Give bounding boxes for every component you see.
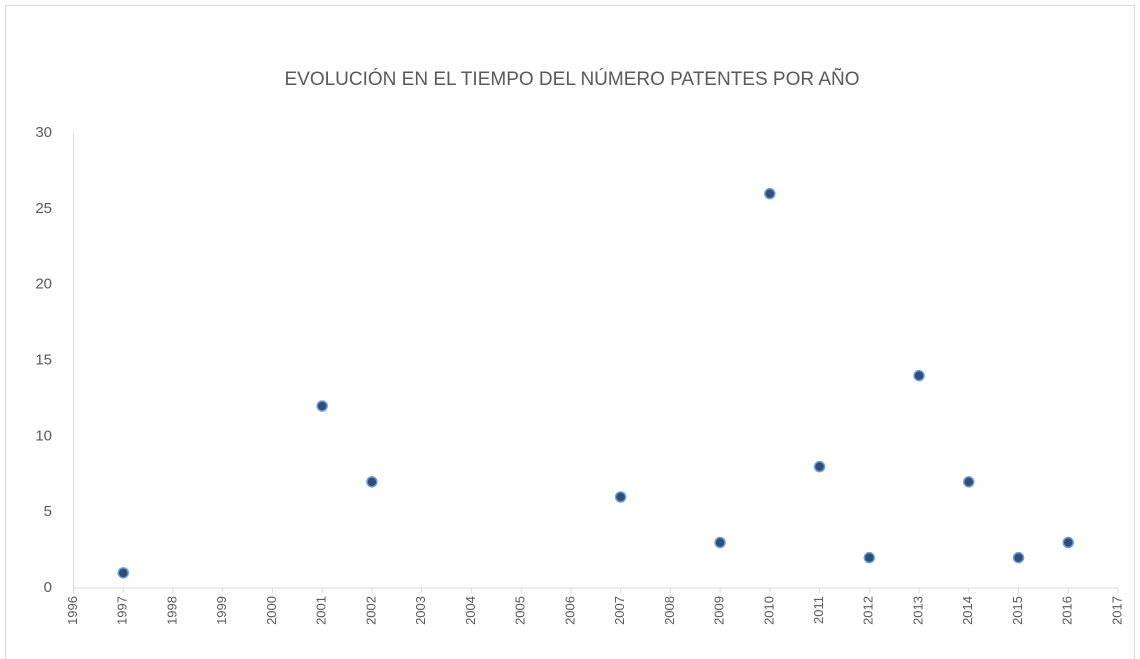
x-tick-label: 2009 — [712, 596, 727, 625]
point — [366, 476, 378, 488]
point — [963, 476, 975, 488]
y-tick-label: 20 — [35, 276, 52, 293]
x-tick-label: 2006 — [562, 596, 577, 625]
y-tick-label: 10 — [35, 427, 52, 444]
x-tick-label: 1999 — [214, 596, 229, 625]
x-tick-label: 2011 — [811, 596, 826, 624]
point — [714, 536, 726, 549]
x-tick-label: 2007 — [612, 596, 627, 625]
x-tick-label: 1998 — [164, 596, 179, 625]
x-tick-label: 2001 — [314, 596, 329, 625]
point — [316, 400, 328, 412]
x-tick-label: 2017 — [1109, 596, 1124, 625]
x-tick-label: 2014 — [960, 596, 975, 625]
x-tick-label: 2012 — [861, 596, 876, 625]
y-tick-label: 15 — [35, 351, 52, 368]
point — [913, 369, 925, 382]
x-tick-label: 2004 — [463, 596, 478, 625]
x-tick-label: 2013 — [910, 596, 925, 625]
x-tick-label: 2015 — [1010, 596, 1025, 625]
x-tick-label: 1997 — [115, 596, 130, 625]
point — [614, 491, 627, 503]
y-tick-label: 5 — [44, 503, 52, 520]
x-tick-label: 2005 — [513, 596, 528, 625]
y-tick-label: 25 — [35, 200, 52, 217]
x-tick-label: 2002 — [363, 596, 378, 625]
x-tick-label: 2016 — [1060, 596, 1075, 625]
chart-frame — [5, 5, 1135, 659]
point — [1012, 551, 1025, 564]
x-tick-label: 2010 — [761, 596, 776, 625]
point — [1062, 536, 1075, 549]
x-tick-label: 2000 — [264, 596, 279, 625]
y-tick-label: 0 — [44, 579, 52, 596]
x-tick-label: 2003 — [413, 596, 428, 625]
chart-title: EVOLUCIÓN EN EL TIEMPO DEL NÚMERO PATENT… — [284, 68, 859, 90]
point — [764, 187, 776, 200]
x-tick-label: 2008 — [662, 596, 677, 625]
point — [863, 551, 876, 564]
y-tick-label: 30 — [35, 124, 52, 141]
point — [117, 567, 129, 579]
point — [813, 460, 826, 473]
x-tick-label: 1996 — [65, 596, 80, 625]
